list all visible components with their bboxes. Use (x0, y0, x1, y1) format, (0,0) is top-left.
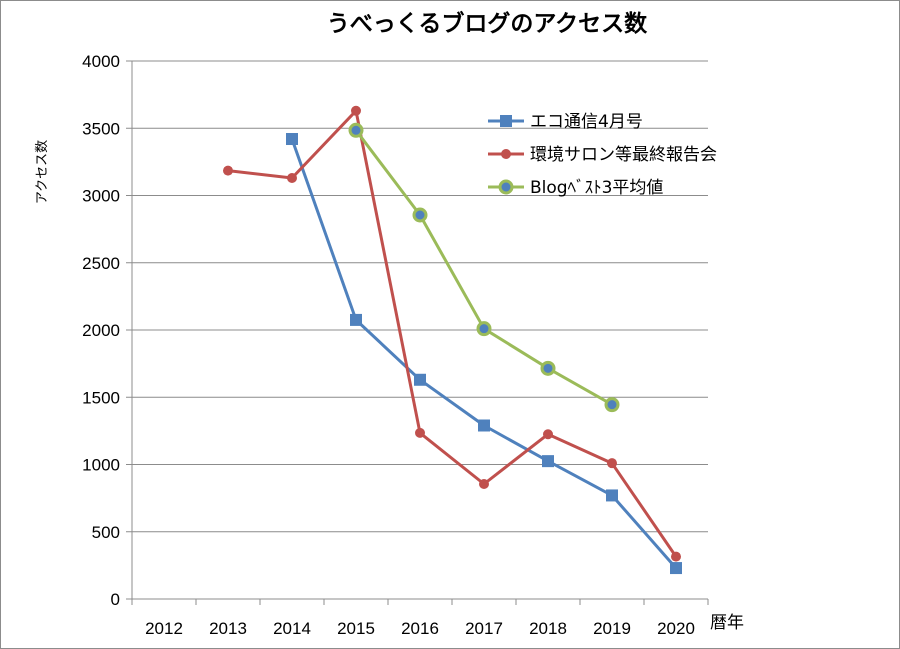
series-line (227, 109, 678, 558)
legend-swatch-marker (500, 115, 512, 127)
legend-label: Blogﾍﾞｽﾄ3平均値 (530, 178, 663, 198)
data-point (412, 207, 428, 223)
y-tick-label: 3000 (82, 187, 120, 206)
data-point (479, 479, 489, 490)
x-tick-label: 2014 (273, 619, 311, 638)
legend-item: 環境サロン等最終報告会 (488, 145, 717, 165)
data-point (287, 173, 297, 184)
legend-swatch-marker (501, 149, 511, 159)
y-tick-label: 500 (92, 523, 120, 542)
y-tick-label: 1000 (82, 456, 120, 475)
data-point (350, 313, 362, 326)
data-point (223, 165, 233, 176)
y-tick-label: 4000 (82, 52, 120, 71)
data-point (542, 455, 554, 468)
x-tick-label: 2016 (401, 619, 439, 638)
series-group (223, 105, 682, 575)
y-tick-label: 1500 (82, 388, 120, 407)
x-tick-label: 2013 (209, 619, 247, 638)
data-point (415, 427, 425, 438)
legend-item: エコ通信4月号 (488, 112, 643, 132)
y-axis-label: アクセス数 (35, 140, 50, 204)
data-point (414, 373, 426, 386)
x-tick-label: 2017 (465, 619, 503, 638)
data-point (604, 397, 620, 413)
x-tick-label: 2020 (657, 619, 695, 638)
data-point (478, 419, 490, 432)
data-point (351, 105, 361, 116)
data-point (607, 458, 617, 469)
y-axis-ticks: 0 500 1000 1500 2000 2500 3000 3500 4000 (82, 52, 132, 609)
legend-label: 環境サロン等最終報告会 (530, 145, 717, 165)
data-point (670, 562, 682, 575)
series-3 (348, 122, 620, 413)
legend-label: エコ通信4月号 (530, 112, 643, 132)
data-point (348, 122, 364, 138)
data-point (671, 551, 681, 562)
y-tick-label: 2000 (82, 321, 120, 340)
chart-title: うべっくるブログのアクセス数 (327, 10, 648, 37)
data-point (476, 321, 492, 337)
x-tick-label: 2018 (529, 619, 567, 638)
x-tick-label: 2012 (145, 619, 183, 638)
x-axis-ticks: 2012 2013 2014 2015 2016 2017 2018 2019 2020 (131, 599, 709, 638)
series-line (354, 129, 613, 406)
y-tick-label: 0 (111, 590, 120, 609)
data-point (606, 489, 618, 502)
data-point (286, 133, 298, 146)
series-2 (223, 105, 681, 562)
x-axis-label: 暦年 (710, 613, 744, 633)
data-point (540, 360, 556, 376)
x-tick-label: 2015 (337, 619, 375, 638)
series-line (290, 138, 678, 570)
x-tick-label: 2019 (593, 619, 631, 638)
series-1 (286, 133, 682, 575)
data-point (543, 429, 553, 440)
legend-swatch-marker (498, 179, 514, 195)
legend-item: Blogﾍﾞｽﾄ3平均値 (488, 178, 663, 198)
y-tick-label: 2500 (82, 254, 120, 273)
y-tick-label: 3500 (82, 119, 120, 138)
